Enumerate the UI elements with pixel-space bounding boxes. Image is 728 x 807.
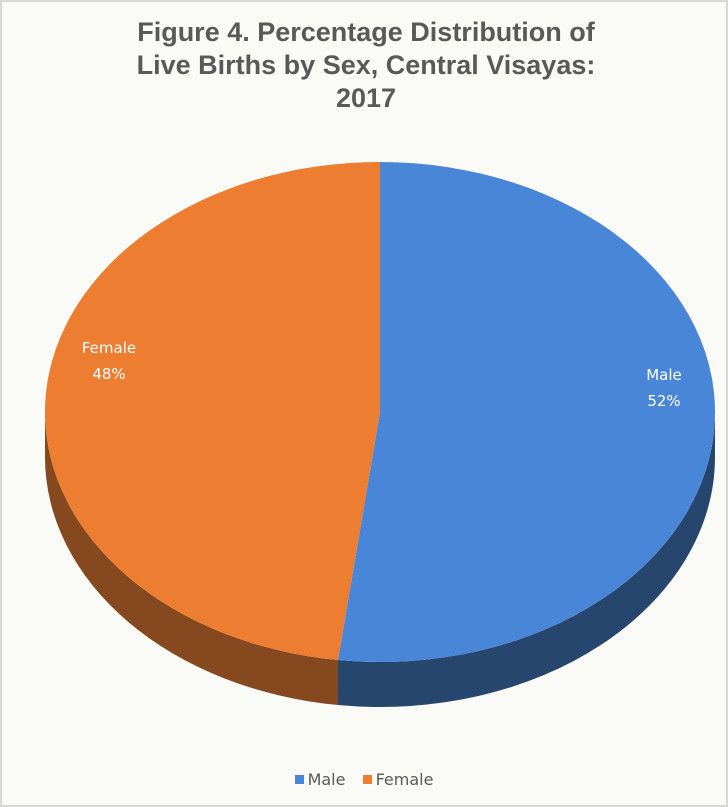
chart-title-line-2: Live Births by Sex, Central Visayas: [136,50,596,80]
pie-sides [45,412,715,707]
legend-label-male: Male [307,770,346,789]
legend-item-female: Female [362,770,434,789]
pie-slice-female [44,162,380,661]
slice-label-male-value: 52% [647,392,680,410]
legend-item-male: Male [294,770,346,789]
slice-label-female-value: 48% [92,365,125,383]
legend-label-female: Female [375,770,434,789]
chart-title: Figure 4. Percentage Distribution of Liv… [42,16,690,115]
chart-title-line-3: 2017 [335,83,397,113]
legend-swatch-male [294,775,304,784]
pie-labels: Female 48% Male 52% [82,339,682,410]
chart-legend: Male Female [0,770,728,789]
pie-slices [44,162,715,662]
legend-swatch-female [362,775,372,784]
slice-label-male-name: Male [646,366,682,384]
chart-title-line-1: Figure 4. Percentage Distribution of [137,17,595,47]
pie-side-female [45,412,339,706]
pie-side-male [338,412,715,707]
slice-label-female-name: Female [82,339,136,357]
pie-slice-male [338,162,715,662]
